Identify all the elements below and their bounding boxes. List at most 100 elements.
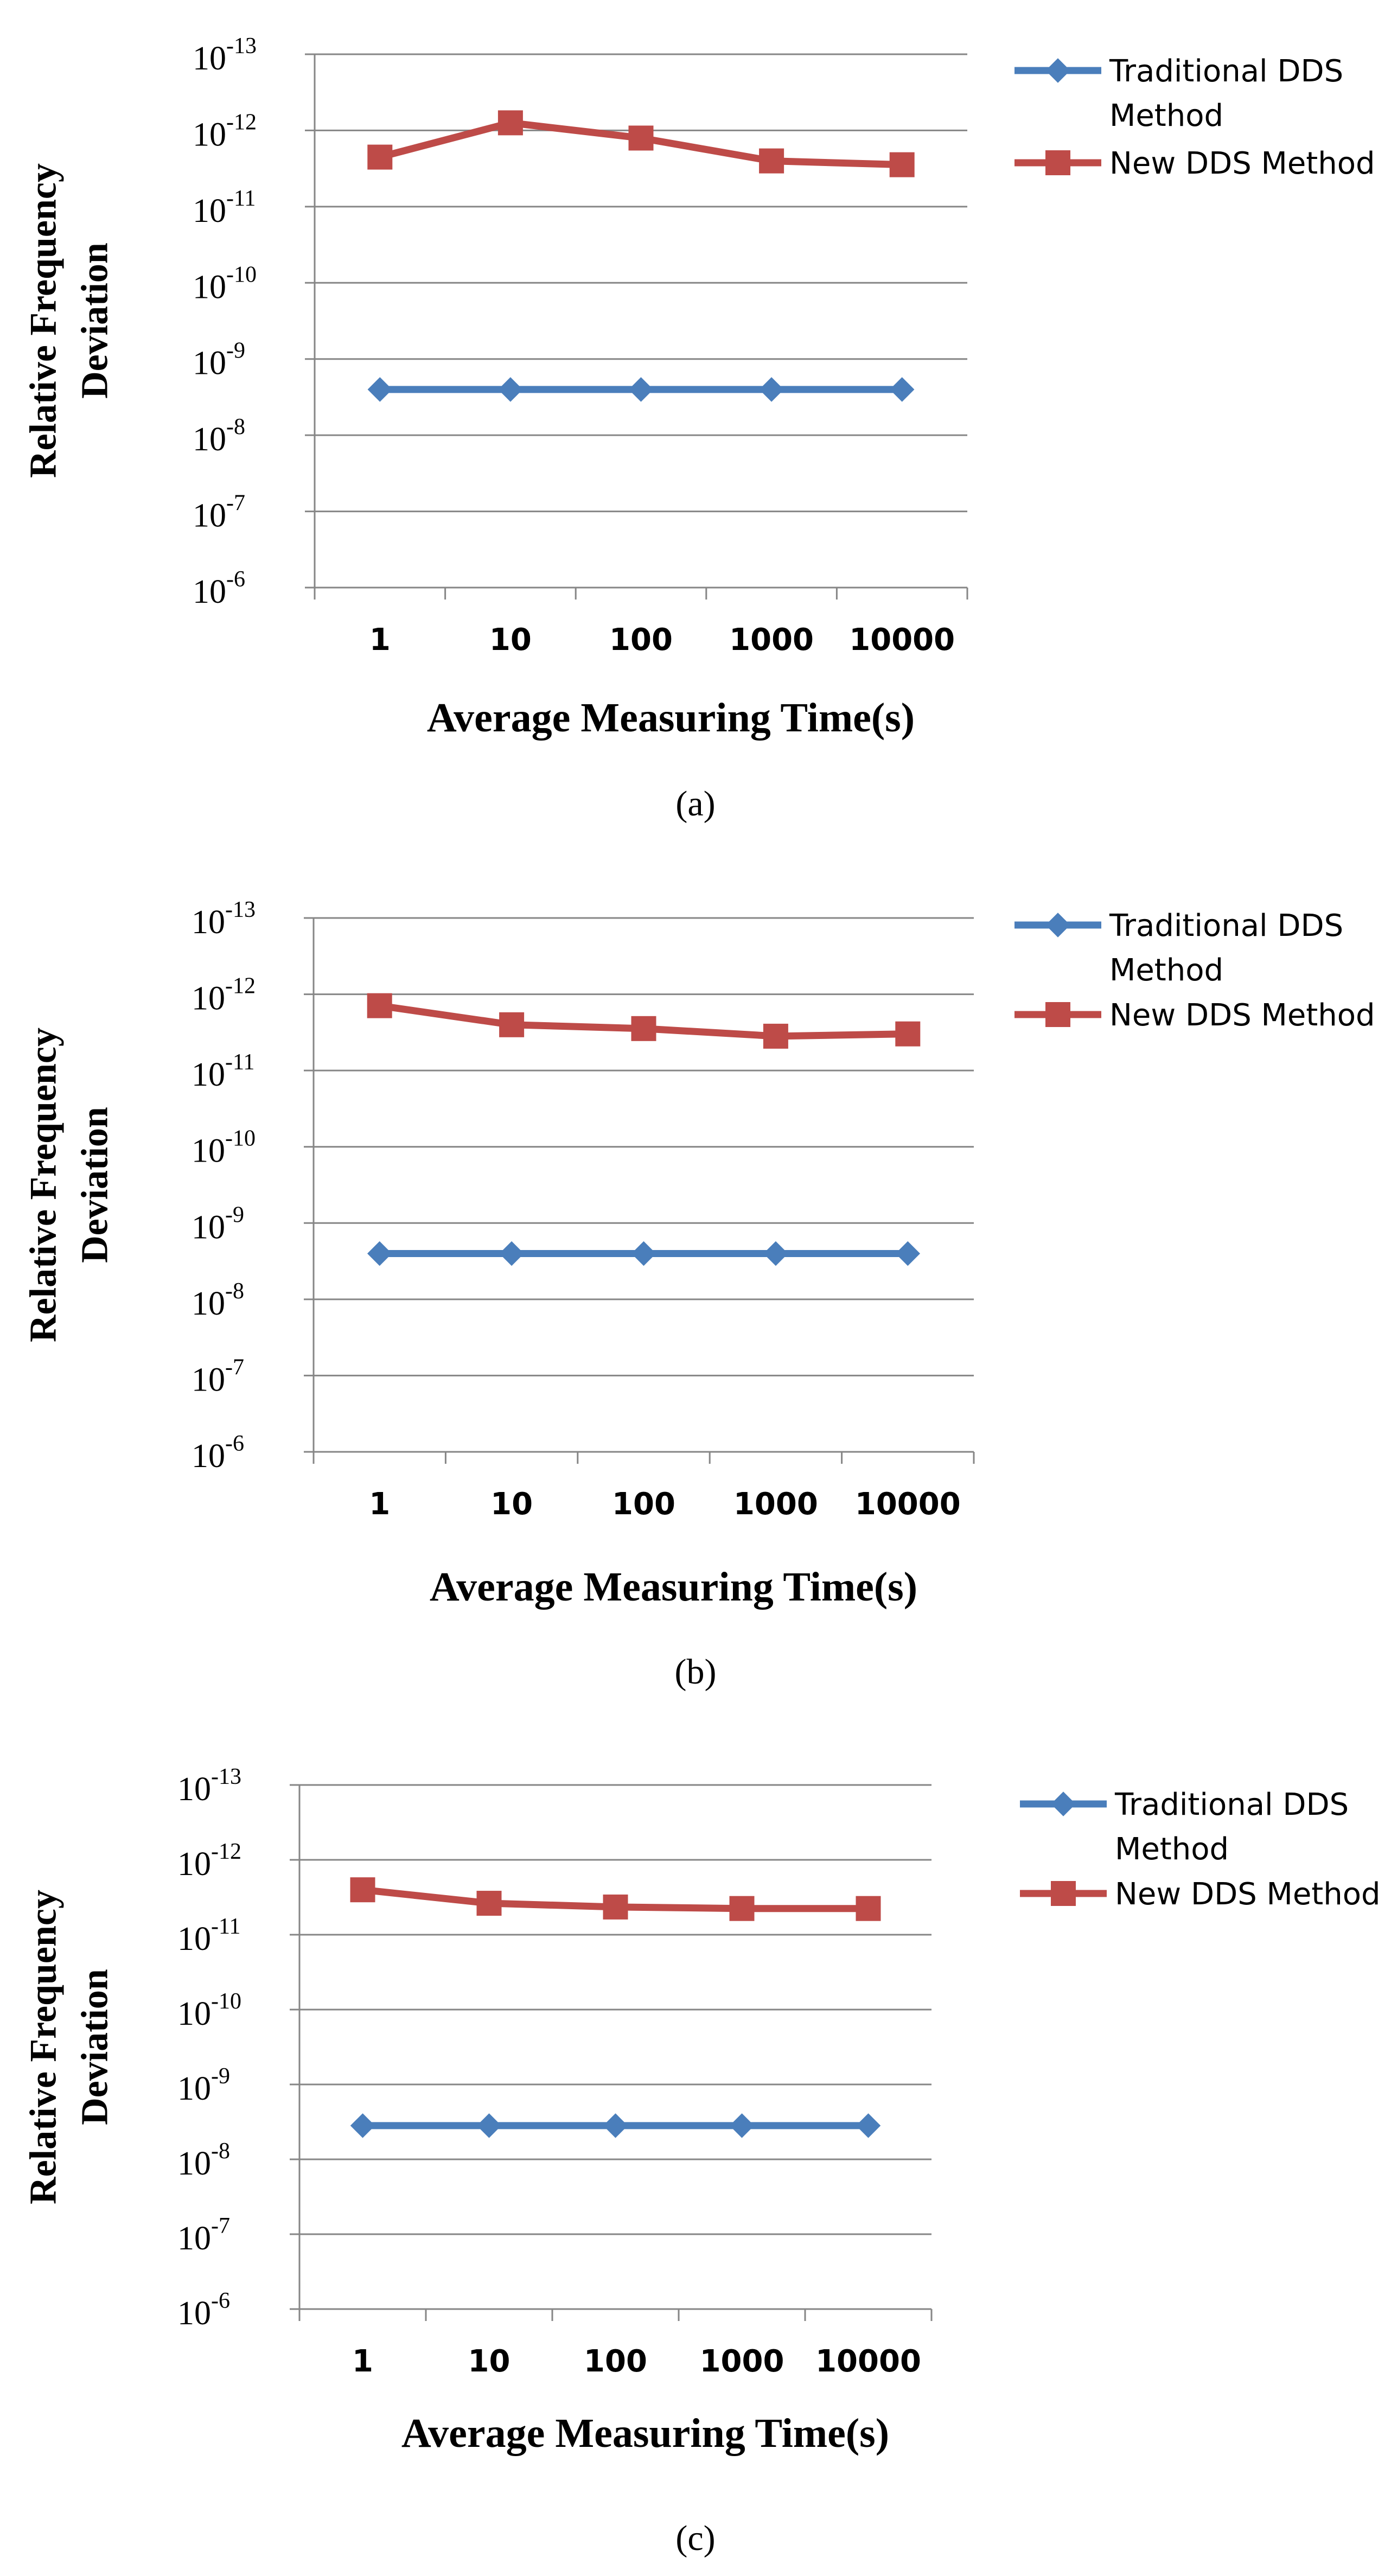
data-point-new [499, 1012, 524, 1037]
y-tick-label-exponent: -6 [225, 1431, 244, 1456]
y-axis-title: Relative Frequency [23, 1028, 65, 1342]
y-tick-label: 10-8 [193, 415, 245, 458]
y-axis-title: Deviation [74, 1969, 116, 2125]
y-tick-label-exponent: -8 [225, 1279, 244, 1304]
data-point-traditional [857, 2114, 880, 2138]
y-axis-title: Deviation [74, 1107, 116, 1263]
y-tick-label-exponent: -8 [226, 415, 245, 439]
y-axis-title: Deviation [74, 243, 116, 399]
legend-label-traditional-line: Method [1109, 953, 1223, 988]
data-point-new [603, 1895, 628, 1920]
data-point-traditional [890, 378, 914, 401]
legend-label-new: New DDS Method [1109, 146, 1375, 181]
y-tick-label-base: 10 [192, 1285, 225, 1322]
y-tick-label-base: 10 [193, 116, 226, 153]
x-tick-label: 10000 [815, 2344, 921, 2379]
y-tick-label-exponent: -13 [211, 1764, 241, 1789]
y-tick-label-base: 10 [193, 345, 226, 382]
y-axis-title: Relative Frequency [23, 163, 65, 478]
y-tick-label: 10-12 [177, 1839, 241, 1883]
y-tick-label: 10-11 [193, 186, 256, 229]
y-tick-label: 10-12 [193, 110, 257, 153]
data-point-new [890, 152, 915, 177]
y-tick-label-base: 10 [192, 1361, 225, 1398]
data-point-traditional [730, 2114, 754, 2138]
legend-label-traditional: Traditional DDS Method [1109, 54, 1343, 133]
data-point-traditional [764, 1242, 788, 1266]
y-tick-label: 10-10 [192, 1126, 256, 1170]
y-tick-label: 10-7 [192, 1355, 244, 1398]
y-tick-label-exponent: -9 [225, 1202, 244, 1227]
y-tick-label: 10-6 [177, 2288, 230, 2332]
y-tick-label: 10-9 [193, 339, 245, 382]
legend: Traditional DDS Method New DDS Method [1020, 1787, 1381, 1912]
y-axis-title: Relative Frequency [23, 1890, 65, 2204]
y-tick-label: 10-9 [177, 2064, 230, 2107]
y-tick-label-base: 10 [192, 1438, 225, 1475]
y-tick-label-exponent: -6 [211, 2288, 230, 2313]
panel-caption: (b) [675, 1652, 717, 1692]
panel-caption: (c) [675, 2518, 715, 2558]
y-tick-label: 10-12 [192, 974, 256, 1017]
y-tick-label-base: 10 [192, 904, 225, 941]
data-point-new [730, 1896, 755, 1921]
y-tick-label-base: 10 [193, 573, 226, 610]
y-tick-label-exponent: -13 [226, 34, 257, 59]
data-point-new [477, 1891, 502, 1916]
y-tick-label-base: 10 [193, 498, 226, 534]
data-point-traditional [604, 2114, 628, 2138]
legend-marker-traditional [1046, 913, 1070, 937]
data-point-traditional [629, 378, 653, 401]
y-tick-label-exponent: -7 [225, 1355, 244, 1380]
y-tick-label-base: 10 [192, 1133, 225, 1170]
y-tick-label-base: 10 [193, 421, 226, 458]
y-tick-label-base: 10 [192, 1209, 225, 1246]
legend-label-new: New DDS Method [1109, 998, 1375, 1033]
x-tick-label: 10 [468, 2344, 511, 2379]
y-tick-label: 10-7 [177, 2214, 230, 2257]
data-point-traditional [499, 378, 522, 401]
figure-canvas: 10-1310-1210-1110-1010-910-810-710-61 10 1… [0, 0, 1391, 2576]
y-tick-label-base: 10 [192, 1056, 225, 1093]
data-point-traditional [500, 1242, 524, 1266]
legend-label-traditional-line: Method [1115, 1832, 1229, 1867]
data-point-traditional [368, 1242, 392, 1266]
x-tick-label: 1 [369, 1487, 390, 1522]
x-tick-label: 1 [352, 2344, 373, 2379]
legend-marker-traditional [1051, 1792, 1075, 1816]
y-tick-label-base: 10 [177, 2070, 211, 2107]
y-tick-label: 10-10 [177, 1989, 241, 2032]
y-tick-label-base: 10 [193, 269, 226, 305]
y-tick-label: 10-7 [193, 491, 245, 534]
x-tick-label: 10000 [855, 1487, 961, 1522]
y-tick-label-exponent: -6 [226, 567, 245, 592]
legend-label-traditional-line: Traditional DDS [1114, 1787, 1349, 1822]
y-tick-label: 10-13 [193, 34, 257, 77]
y-tick-label-exponent: -11 [225, 1050, 254, 1075]
x-tick-label: 100 [609, 622, 673, 658]
legend: Traditional DDS Method New DDS Method [1014, 54, 1375, 181]
x-tick-label: 1000 [700, 2344, 784, 2379]
y-tick-label-base: 10 [177, 1846, 211, 1883]
y-tick-label: 10-13 [177, 1764, 241, 1808]
data-point-new [498, 110, 523, 135]
x-axis-title: Average Measuring Time(s) [427, 695, 915, 741]
y-tick-label-exponent: -10 [225, 1126, 256, 1151]
y-tick-label-exponent: -12 [226, 110, 257, 135]
y-tick-label: 10-11 [177, 1914, 240, 1957]
y-tick-label-base: 10 [193, 193, 226, 229]
data-point-traditional [896, 1242, 920, 1266]
legend-marker-new [1045, 1002, 1070, 1027]
y-tick-label-exponent: -9 [226, 339, 245, 364]
y-tick-label-exponent: -12 [225, 974, 256, 999]
legend-label-traditional-line: Method [1109, 98, 1223, 133]
y-tick-label: 10-8 [192, 1279, 244, 1322]
y-tick-label-exponent: -8 [211, 2139, 230, 2164]
data-point-new [895, 1022, 920, 1047]
y-tick-label-base: 10 [192, 980, 225, 1017]
y-tick-label-base: 10 [177, 2145, 211, 2182]
x-tick-label: 1000 [729, 622, 814, 658]
y-tick-label-base: 10 [177, 1995, 211, 2032]
